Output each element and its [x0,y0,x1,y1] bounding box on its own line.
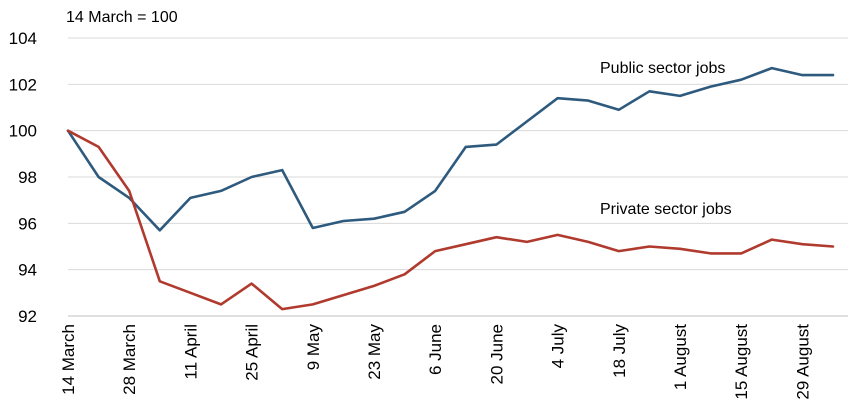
x-tick-label: 4 July [549,324,568,369]
gridlines [68,37,848,271]
x-tick-label: 11 April [181,324,200,379]
x-tick-label: 23 May [365,324,384,380]
series-lines [66,66,835,311]
x-tick-label: 9 May [304,324,323,371]
y-tick-label-100: 100 [9,122,37,141]
x-tick-label: 15 August [732,324,751,400]
x-tick-label: 29 August [793,324,812,400]
index-note: 14 March = 100 [66,9,178,26]
series-label-private-sector-jobs: Private sector jobs [600,201,732,218]
x-tick-label: 25 April [243,324,262,381]
tick-labels: 92 94 96 98 100 102 104 14 March 28 March 11 Apri… [9,29,813,400]
y-tick-label-92: 92 [18,307,37,326]
series-label-public-sector-jobs: Public sector jobs [600,60,725,77]
x-tick-label: 20 June [487,324,506,385]
y-tick-label-104: 104 [9,29,37,48]
x-tick-label: 1 August [671,324,690,390]
y-tick-label-96: 96 [18,214,37,233]
x-tick-label: 14 March [59,324,78,395]
y-tick-label-94: 94 [18,261,37,280]
x-tick-label: 18 July [610,324,629,378]
x-tick-label: 6 June [426,324,445,375]
x-tick-label: 28 March [120,324,139,395]
y-tick-label-98: 98 [18,168,37,187]
y-tick-label-102: 102 [9,75,37,94]
series-line-private-sector-jobs [66,129,835,311]
series-line-public-sector-jobs [66,66,835,232]
